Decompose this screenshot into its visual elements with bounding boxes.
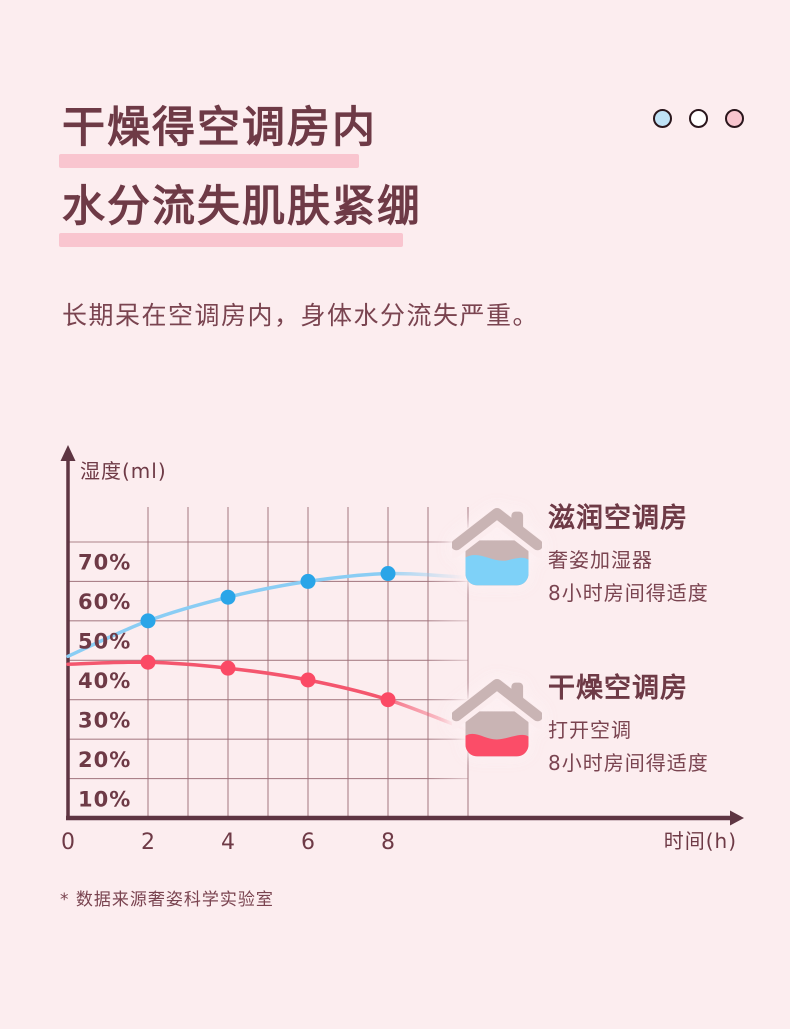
house-dry-icon	[452, 678, 542, 757]
pink-dot-icon	[725, 109, 744, 128]
y-tick-label: 60%	[78, 590, 131, 614]
data-point	[220, 589, 236, 605]
y-tick-label: 30%	[78, 708, 131, 732]
white-dot-icon	[689, 109, 708, 128]
data-point	[300, 573, 316, 589]
grid-vertical-lines	[147, 507, 469, 818]
y-tick-label: 40%	[78, 669, 131, 693]
y-axis-ticks: 70% 60% 50% 40% 30% 20% 10%	[78, 551, 131, 812]
x-axis-arrow-icon	[730, 810, 744, 826]
grid-horizontal-lines	[68, 541, 468, 780]
water-level-high	[465, 555, 529, 586]
legend-humid-title: 滋润空调房	[548, 503, 688, 534]
title-highlight-bar-2	[59, 233, 403, 247]
page-subtitle: 长期呆在空调房内，身体水分流失严重。	[62, 301, 540, 330]
x-axis-ticks: 0 2 4 6 8	[61, 830, 395, 855]
x-tick-label: 0	[61, 830, 75, 855]
data-point	[140, 654, 156, 670]
x-tick-label: 8	[381, 830, 395, 855]
data-point	[140, 613, 156, 629]
data-point	[300, 672, 316, 688]
legend-dry-title: 干燥空调房	[548, 673, 688, 704]
y-tick-label: 70%	[78, 551, 131, 575]
y-axis-arrow-icon	[60, 445, 76, 461]
blue-dot-icon	[653, 109, 672, 128]
x-tick-label: 6	[301, 830, 315, 855]
legend-humid-line1: 奢姿加湿器	[548, 548, 653, 572]
y-tick-label: 50%	[78, 630, 131, 654]
series-tail-0	[386, 571, 470, 580]
house-humid-icon	[452, 507, 542, 586]
x-tick-label: 2	[141, 830, 155, 855]
decorative-dots	[653, 109, 744, 128]
page-title-line-2: 水分流失肌肤紧绷	[62, 182, 422, 232]
water-level-low	[465, 733, 529, 757]
data-point	[380, 566, 396, 582]
x-tick-label: 4	[221, 830, 235, 855]
data-point	[220, 660, 236, 676]
legend-dry-line1: 打开空调	[548, 718, 632, 742]
data-source-footnote: * 数据来源奢姿科学实验室	[60, 890, 274, 910]
y-tick-label: 10%	[78, 787, 131, 811]
y-axis-label: 湿度(ml)	[80, 459, 167, 483]
roof	[452, 508, 542, 551]
roof	[452, 679, 542, 722]
legend-dry-line2: 8小时房间得适度	[548, 751, 709, 775]
legend-humid-line2: 8小时房间得适度	[548, 581, 709, 605]
title-highlight-bar-1	[59, 154, 359, 168]
y-tick-label: 20%	[78, 748, 131, 772]
x-axis-label: 时间(h)	[664, 829, 737, 853]
data-point	[380, 692, 396, 708]
page-title-line-1: 干燥得空调房内	[62, 103, 377, 153]
